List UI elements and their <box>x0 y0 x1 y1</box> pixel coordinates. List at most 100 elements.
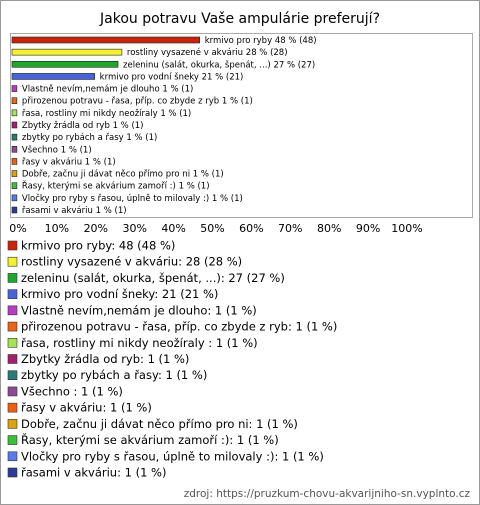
legend-swatch <box>7 435 18 445</box>
bar <box>11 158 18 165</box>
legend-label: Zbytky žrádla od ryb: 1 (1 %) <box>21 352 189 366</box>
bar-value-label: 1 % (1) <box>179 181 210 191</box>
legend-swatch <box>7 305 18 316</box>
chart-title: Jakou potravu Vaše ampulárie preferují? <box>99 11 380 27</box>
x-tick-label: 60% <box>239 222 263 235</box>
bar <box>11 206 18 214</box>
legend-label: zeleninu (salát, okurka, špenát, ...): 2… <box>21 271 285 285</box>
legend-label: zbytky po rybách a řasy: 1 (1 %) <box>21 368 207 382</box>
bar-value-label: 1 % (1) <box>162 84 193 94</box>
legend-swatch <box>7 240 18 251</box>
bar <box>11 121 18 129</box>
legend-label: řasy v akváriu: 1 (1 %) <box>21 401 152 415</box>
legend-label: řasa, rostliny mi nikdy neožíraly : 1 (1… <box>21 336 258 350</box>
x-tick-label: 100% <box>391 222 422 235</box>
bar-label: Dobře, začnu ji dávat něco přímo pro ni … <box>22 168 224 179</box>
bar-value-label: 21 % (21) <box>202 72 244 82</box>
bar-value-label: 48 % (48) <box>275 36 317 46</box>
bar-category: Všechno <box>22 144 61 155</box>
bar <box>11 85 18 92</box>
legend-label: rostliny vysazené v akváriu: 28 (28 %) <box>21 255 242 269</box>
bar-label: zbytky po rybách a řasy 1 % (1) <box>22 133 157 143</box>
bar-label: zeleninu (salát, okurka, špenát, ...) 27… <box>123 59 315 70</box>
legend-swatch <box>7 419 18 429</box>
bar-value-label: 1 % (1) <box>126 133 157 143</box>
legend-label: krmivo pro ryby: 48 (48 %) <box>21 239 175 253</box>
bar-category: Zbytky žrádla od ryb <box>22 121 110 131</box>
bar-category: Vločky pro ryby s řasou, úplně to milova… <box>22 192 209 203</box>
legend-swatch <box>7 273 18 283</box>
source: zdroj: https://pruzkum-chovu-akvarijniho… <box>184 488 471 500</box>
bar-label: přirozenou potravu - řasa, příp. co zbyd… <box>22 96 253 106</box>
legend-swatch <box>7 321 18 332</box>
legend-label: Vlastně nevím,nemám je dlouho: 1 (1 %) <box>21 303 257 317</box>
bar-value-label: 1 % (1) <box>222 96 253 106</box>
bar-label: Řasy, kterými se akvárium zamoří :) 1 % … <box>22 180 210 191</box>
bar-label: Všechno 1 % (1) <box>22 144 92 155</box>
bar-category: řasami v akváriu <box>22 206 93 216</box>
bar-value-label: 1 % (1) <box>85 157 116 167</box>
bar <box>11 194 18 202</box>
bar-value-label: 1 % (1) <box>96 206 127 216</box>
bar-category: rostliny vysazené v akváriu <box>127 47 243 58</box>
legend-swatch <box>7 370 18 381</box>
legend-swatch <box>7 354 18 364</box>
bar-category: krmivo pro ryby <box>205 36 272 46</box>
bar <box>11 60 119 68</box>
bar-label: Vlastně nevím,nemám je dlouho 1 % (1) <box>22 84 193 94</box>
bar <box>11 145 18 153</box>
bar-category: zeleninu (salát, okurka, špenát, ...) <box>123 59 271 70</box>
bar <box>11 133 18 141</box>
bar-category: řasy v akváriu <box>22 157 82 167</box>
bar-category: Vlastně nevím,nemám je dlouho <box>22 84 160 94</box>
legend-swatch <box>7 451 18 462</box>
x-tick-label: 10% <box>45 222 69 235</box>
bar-category: Dobře, začnu ji dávat něco přímo pro ni <box>22 168 190 179</box>
bar-label: Zbytky žrádla od ryb 1 % (1) <box>22 121 144 131</box>
bar <box>11 36 201 44</box>
bar-category: Řasy, kterými se akvárium zamoří :) <box>22 180 176 191</box>
bar-label: řasami v akváriu 1 % (1) <box>22 206 127 216</box>
legend-label: Všechno : 1 (1 %) <box>21 384 123 398</box>
legend-label: přirozenou potravu - řasa, příp. co zbyd… <box>21 320 337 334</box>
x-tick-label: 0% <box>9 222 26 235</box>
bar-value-label: 28 % (28) <box>246 48 288 58</box>
bar <box>11 170 18 177</box>
legend-label: řasami v akváriu: 1 (1 %) <box>21 466 166 480</box>
x-tick-label: 70% <box>278 222 302 235</box>
bar <box>11 109 18 117</box>
bar-label: krmivo pro ryby 48 % (48) <box>205 36 317 46</box>
legend-swatch <box>7 337 18 348</box>
legend-swatch <box>7 467 18 478</box>
bar-category: zbytky po rybách a řasy <box>22 133 124 143</box>
bar-label: rostliny vysazené v akváriu 28 % (28) <box>127 47 288 58</box>
bar-value-label: 1 % (1) <box>212 193 243 203</box>
bar-value-label: 1 % (1) <box>193 169 224 179</box>
bar-value-label: 1 % (1) <box>113 121 144 131</box>
x-tick-label: 50% <box>200 222 224 235</box>
legend-label: Vločky pro ryby s řasou, úplně to milova… <box>21 449 324 463</box>
legend-label: krmivo pro vodní šneky: 21 (21 %) <box>21 287 218 301</box>
x-tick-label: 40% <box>161 222 185 235</box>
legend-label: Dobře, začnu ji dávat něco přímo pro ni:… <box>21 417 298 431</box>
x-tick-label: 80% <box>317 222 341 235</box>
bar <box>11 182 18 190</box>
bar-category: řasa, rostliny mi nikdy neožíraly <box>22 108 160 118</box>
legend-swatch <box>7 402 18 413</box>
bar <box>11 48 123 56</box>
bar-category: krmivo pro vodní šneky <box>100 71 199 82</box>
bar-category: přirozenou potravu - řasa, příp. co zbyd… <box>22 96 219 106</box>
legend-swatch <box>7 386 18 397</box>
bar-value-label: 1 % (1) <box>160 108 191 118</box>
bar <box>11 73 95 80</box>
legend-swatch <box>7 289 18 299</box>
legend-label: Řasy, kterými se akvárium zamoří :): 1 (… <box>21 432 279 447</box>
bar-label: Vločky pro ryby s řasou, úplně to milova… <box>22 192 243 203</box>
bar-label: krmivo pro vodní šneky 21 % (21) <box>100 71 244 82</box>
bar-value-label: 27 % (27) <box>273 60 315 70</box>
bar <box>11 97 18 105</box>
bar-label: řasy v akváriu 1 % (1) <box>22 157 116 167</box>
x-tick-label: 20% <box>84 222 108 235</box>
legend-swatch <box>7 256 18 267</box>
